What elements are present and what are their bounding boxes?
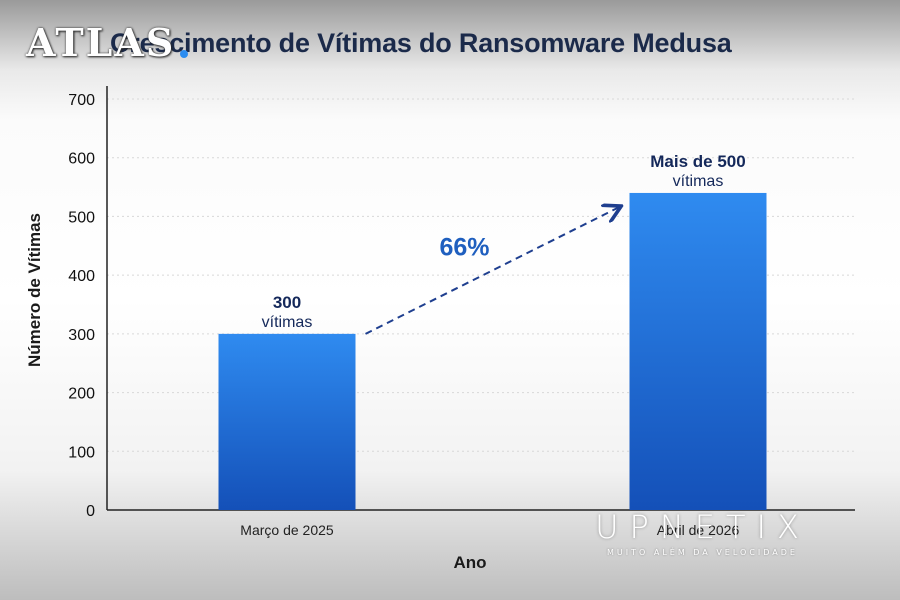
- x-tick-label: Abril de 2026: [657, 522, 740, 538]
- growth-annotation: 66%: [439, 233, 489, 261]
- data-label: Mais de 500: [650, 152, 745, 171]
- bar: [218, 333, 356, 510]
- data-label: vítimas: [262, 314, 313, 331]
- growth-arrow: [365, 207, 620, 335]
- atlas-logo-dot: [180, 50, 188, 58]
- y-tick-label: 200: [68, 386, 95, 403]
- upnetix-tagline: MUITO ALÉM DA VELOCIDADE: [607, 548, 798, 557]
- y-axis-label: Número de Vítimas: [25, 213, 44, 367]
- y-tick-label: 500: [68, 209, 95, 226]
- y-tick-label: 400: [68, 268, 95, 285]
- y-tick-label: 700: [68, 92, 95, 109]
- bar: [629, 192, 767, 510]
- upnetix-logo-text: UPNETIX: [595, 508, 810, 546]
- atlas-watermark-logo: ATLAS: [26, 20, 176, 65]
- y-tick-label: 600: [68, 151, 95, 168]
- y-tick-label: 0: [86, 503, 95, 520]
- x-axis-label: Ano: [453, 553, 487, 572]
- x-tick-label: Março de 2025: [240, 522, 334, 538]
- y-tick-label: 300: [68, 327, 95, 344]
- upnetix-watermark: UPNETIX MUITO ALÉM DA VELOCIDADE: [565, 508, 840, 557]
- chart-title: Crescimento de Vítimas do Ransomware Med…: [110, 28, 732, 58]
- data-label: 300: [273, 293, 301, 312]
- data-label: vítimas: [673, 173, 724, 190]
- y-tick-label: 100: [68, 444, 95, 461]
